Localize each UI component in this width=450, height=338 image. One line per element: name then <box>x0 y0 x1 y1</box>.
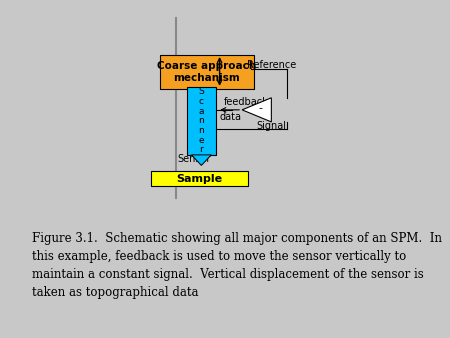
Bar <box>160 55 254 89</box>
Text: data: data <box>219 112 241 122</box>
Text: Signal: Signal <box>256 121 287 131</box>
Text: Sensor: Sensor <box>178 154 211 164</box>
Text: Figure 3.1.  Schematic showing all major components of an SPM.  In
this example,: Figure 3.1. Schematic showing all major … <box>32 232 441 299</box>
Polygon shape <box>192 155 211 165</box>
Text: S
c
a
n
n
e
r: S c a n n e r <box>198 87 204 154</box>
Text: Reference: Reference <box>247 60 296 70</box>
Bar <box>151 171 248 186</box>
Text: Sample: Sample <box>176 173 222 184</box>
Bar <box>187 87 216 155</box>
Polygon shape <box>242 98 271 122</box>
Text: -: - <box>258 103 262 113</box>
Text: feedback: feedback <box>224 97 269 107</box>
Text: Coarse approach
mechanism: Coarse approach mechanism <box>158 61 256 83</box>
